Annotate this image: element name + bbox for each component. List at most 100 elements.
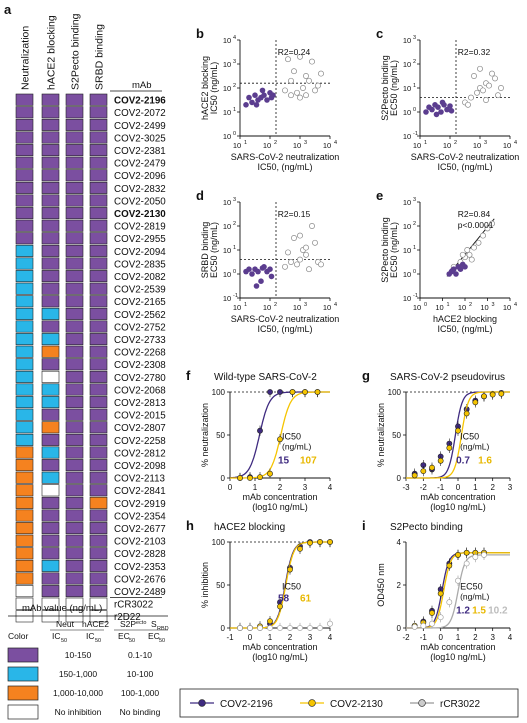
heatmap-cell: [15, 282, 34, 295]
heatmap-cell: [15, 333, 34, 346]
x-tick-exp: 3: [484, 140, 487, 146]
panel-a-heatmap: a Neutralization hACE2 blocking S2Pecto bin…: [4, 2, 169, 720]
heatmap-cell: [41, 597, 60, 610]
x-tick-label: 0: [456, 483, 461, 492]
x-tick-label: -1: [437, 483, 445, 492]
heatmap-cell: [15, 345, 34, 358]
heatmap-cell: [41, 219, 60, 232]
curve-panel-f: f Wild-type SARS-CoV-2 0 1 2 3 4 0 50 100 IC50(ng/…: [186, 368, 333, 512]
x-tick-label: 10: [293, 303, 301, 312]
data-point: [317, 625, 323, 631]
y-tick-exp: 3: [413, 35, 416, 41]
x-tick-label: 0: [248, 633, 253, 642]
heatmap-cell: [89, 358, 108, 371]
data-point: [277, 436, 283, 443]
heatmap-cell: [41, 534, 60, 547]
heatmap-cell: [41, 93, 60, 106]
heatmap-cell: [89, 383, 108, 396]
legend-series-name: COV2-2130: [330, 699, 383, 710]
y-tick-label: 10: [223, 60, 231, 69]
x-tick-label: 10: [323, 141, 331, 150]
heatmap-cell: [65, 383, 84, 396]
data-point: [307, 539, 313, 546]
inset-unit: (ng/mL): [282, 441, 311, 451]
data-point-open: [480, 232, 486, 239]
y-axis-label-2: IC50 (ng/mL): [209, 62, 219, 115]
heatmap-cell: [41, 307, 60, 320]
x-tick-label: 10: [458, 303, 466, 312]
heatmap-cell: [65, 144, 84, 157]
heatmap-cell: [41, 320, 60, 333]
heatmap-cell: [65, 282, 84, 295]
heatmap-cell: [15, 144, 34, 157]
legend-head-srbd-sub: RBD: [157, 626, 169, 632]
heatmap-cell: [89, 370, 108, 383]
data-point-open: [483, 97, 489, 103]
inset-title: IC50: [282, 581, 301, 591]
y-tick-label: 100: [212, 388, 226, 397]
data-point: [481, 393, 487, 400]
heatmap-cell: [89, 307, 108, 320]
x-tick-exp: 0: [424, 302, 427, 308]
heatmap-cell: [15, 207, 34, 220]
y-tick-exp: 3: [233, 59, 236, 65]
panel-label-g: g: [362, 368, 370, 383]
y-tick-label: 0: [221, 624, 226, 633]
heatmap-cell: [41, 106, 60, 119]
heatmap-cell: [15, 597, 34, 610]
data-point-filled: [439, 99, 446, 106]
heatmap-cell: [65, 194, 84, 207]
data-point-open: [291, 68, 297, 75]
heatmap-cell: [65, 181, 84, 194]
data-point-open: [459, 251, 466, 258]
heatmap-cell: [15, 358, 34, 371]
mab-name: COV2-2828: [114, 549, 166, 560]
mab-name: COV2-2676: [114, 574, 166, 585]
heatmap-cell: [65, 320, 84, 333]
legend-range-ec: 10-100: [127, 669, 154, 679]
y-axis-label: % neutralization: [200, 403, 210, 467]
heatmap-cell: [65, 295, 84, 308]
data-point: [314, 389, 321, 395]
heatmap-cell: [89, 396, 108, 409]
heatmap-cell: [15, 156, 34, 169]
data-point-open: [297, 232, 303, 239]
heatmap-cell: [41, 358, 60, 371]
heatmap-cell: [65, 446, 84, 459]
x-tick-label: 1: [268, 633, 273, 642]
x-tick-label: 10: [413, 303, 421, 312]
heatmap-cell: [15, 383, 34, 396]
scatter-panel-b: b10 1 10 2 10 3 10 410 010 110 210 310 4R2=0.24SARS-…: [196, 26, 339, 172]
mab-name: COV2-2098: [114, 461, 166, 472]
mab-header: mAb: [132, 80, 152, 91]
heatmap-cell: [89, 509, 108, 522]
scatter-panels: b10 1 10 2 10 3 10 410 010 110 210 310 4R2=0.24SARS-…: [196, 26, 519, 334]
data-point: [287, 566, 293, 573]
y-tick-exp: 2: [233, 83, 236, 89]
heatmap-cell: [89, 194, 108, 207]
data-point: [257, 474, 263, 481]
data-point-open: [303, 92, 309, 99]
data-point: [257, 625, 263, 631]
data-point: [297, 545, 303, 552]
mab-name: COV2-2165: [114, 297, 166, 308]
fit-curve: [230, 541, 330, 629]
mab-name: COV2-2268: [114, 348, 166, 359]
x-tick-label: 10: [503, 141, 511, 150]
x-tick-label: -2: [402, 633, 410, 642]
panel-label-f: f: [186, 368, 191, 383]
y-tick-label: 10: [403, 84, 411, 93]
heatmap-cell: [89, 131, 108, 144]
legend-series-name: rCR3022: [440, 699, 480, 710]
y-tick-exp: 3: [233, 197, 236, 203]
x-tick-label: 1: [253, 483, 258, 492]
data-point: [277, 603, 283, 610]
mab-name: COV2-2381: [114, 146, 166, 157]
heatmap-cell: [89, 93, 108, 106]
heatmap-cell: [15, 106, 34, 119]
heatmap-cell: [15, 559, 34, 572]
mab-name: COV2-2015: [114, 411, 166, 422]
mab-name: COV2-2780: [114, 373, 166, 384]
y-tick-label: 10: [223, 246, 231, 255]
